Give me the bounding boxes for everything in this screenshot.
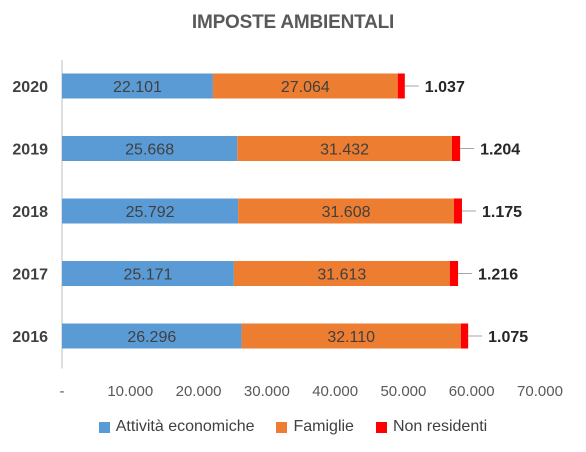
x-tick-label: 50.000 [380,383,426,400]
legend-swatch-famiglie [276,421,288,433]
data-label: 1.037 [425,79,465,96]
legend-swatch-non-residenti [375,421,387,433]
x-tick-label: 20.000 [176,383,222,400]
bar-segment [397,73,405,99]
bar-segment [453,198,462,224]
x-tick-label: - [60,383,65,400]
data-label: 26.296 [127,329,176,346]
data-label: 31.608 [322,204,371,221]
x-tick-label: 40.000 [312,383,358,400]
bar-segment [62,323,242,349]
data-label: 27.064 [281,79,330,96]
category-label: 2016 [12,329,48,346]
legend-label-non-residenti: Non residenti [392,418,488,435]
legend-label-attivita: Attività economiche [115,418,255,435]
bar-segment [238,198,454,224]
bar-segment [62,198,239,224]
category-label: 2019 [12,142,48,159]
data-label: 1.075 [488,329,528,346]
data-label: 31.613 [317,267,366,284]
legend: Attività economiche Famiglie Non residen… [0,418,586,436]
bar-segment [62,261,234,286]
data-label: 1.216 [478,267,518,284]
bar-segment [233,261,450,286]
legend-item-famiglie: Famiglie [276,418,354,436]
bar-segment [212,73,398,99]
data-label: 32.110 [327,329,375,346]
bar-segment [451,136,461,161]
data-label: 31.432 [320,142,369,159]
legend-label-famiglie: Famiglie [293,418,354,435]
chart-title: IMPOSTE AMBIENTALI [191,12,395,33]
bar-segment [241,323,461,349]
x-tick-label: 70.000 [517,383,563,400]
category-label: 2018 [12,204,48,221]
bar-segment [237,136,452,161]
legend-swatch-attivita [98,421,110,433]
category-label: 2020 [12,79,48,96]
legend-item-non-residenti: Non residenti [375,418,488,436]
legend-item-attivita: Attività economiche [98,418,255,436]
x-tick-label: 10.000 [107,383,153,400]
bar-segment [449,261,459,286]
bar-segment [62,136,238,161]
x-tick-label: 30.000 [244,383,290,400]
data-label: 22.101 [113,79,162,96]
x-tick-label: 60.000 [449,383,495,400]
data-label: 25.171 [123,267,172,284]
bar-segment [62,73,213,99]
data-label: 25.668 [125,142,174,159]
data-label: 25.792 [126,204,175,221]
data-label: 1.204 [480,142,520,159]
category-label: 2017 [12,267,48,284]
data-label: 1.175 [482,204,522,221]
bar-segment [460,323,469,349]
